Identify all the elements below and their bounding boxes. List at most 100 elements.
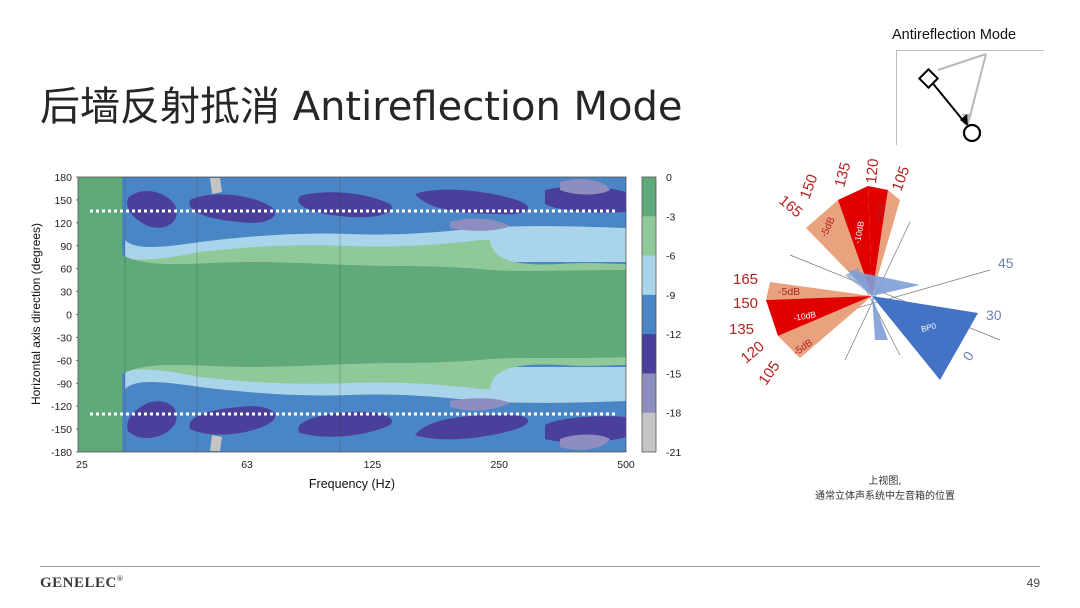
contour-blob-grey (560, 179, 610, 195)
y-tick-label: 150 (54, 195, 72, 207)
y-tick-label: 90 (60, 241, 72, 253)
wedge-label-minus10: -10dB (852, 220, 866, 244)
axis-label-0: 0 (959, 348, 977, 364)
reflection-path-line (937, 53, 987, 71)
wedge-label-minus5: -5dB (778, 286, 800, 298)
contour-lower-palegreen (122, 349, 626, 452)
brand-name: GENELEC (40, 575, 117, 591)
contour-blob-darkpurple (545, 186, 626, 213)
x-tick-label: 63 (241, 459, 253, 471)
wedge-upper-minus5-right (872, 190, 900, 296)
direction-label-135: 135 (729, 321, 754, 338)
colorbar-tick-label: 0 (666, 172, 672, 184)
heatmap: 180 150 120 90 60 30 0 -30 -60 -90 -120 -150 -180 25… (29, 172, 635, 491)
y-tick-label: -60 (57, 355, 72, 367)
colorbar-segment (642, 412, 656, 453)
colorbar-tick-label: -6 (666, 251, 675, 263)
contour-blob-darkpurple (189, 194, 276, 223)
wedge-label-minus10: -10dB (793, 309, 817, 323)
colorbar-tick-label: -15 (666, 368, 681, 380)
colorbar-segment (642, 334, 656, 374)
colorbar-segment (642, 294, 656, 335)
contour-upper-palegreen (122, 177, 626, 280)
y-tick-label: 0 (66, 310, 72, 322)
wedge-left-minus5-bottom (778, 296, 872, 358)
speaker-axis-line (929, 79, 967, 125)
x-tick-label: 250 (490, 459, 508, 471)
speaker-icon (917, 67, 940, 90)
direction-label-120: 120 (863, 158, 882, 184)
reflection-path-line (967, 53, 987, 125)
wedge-label-minus5: -5dB (874, 201, 889, 224)
contour-blob-grey (450, 218, 510, 231)
contour-upper-lightblue (125, 177, 626, 262)
contour-core-green (78, 177, 626, 452)
wedge-label-bp0: BP0 (920, 321, 937, 334)
colorbar-segment (642, 216, 656, 257)
y-tick-label: -120 (51, 401, 72, 413)
page-number: 49 (1026, 576, 1040, 590)
colorbar-tick-label: -18 (666, 408, 681, 420)
contour-blob-darkpurple (415, 189, 529, 215)
contour-blob-darkpurple (127, 190, 177, 228)
brand-registered-mark: ® (116, 574, 124, 583)
x-axis-label: Frequency (Hz) (309, 477, 395, 491)
brand-logo: GENELEC® (40, 574, 123, 592)
y-tick-label: 30 (60, 287, 72, 299)
axis-label-30: 30 (986, 307, 1002, 323)
wedge-upper-minus10-right (868, 186, 888, 296)
y-axis-label: Horizontal axis direction (degrees) (29, 223, 43, 405)
y-tick-label: -150 (51, 424, 72, 436)
x-tick-label: 25 (76, 459, 88, 471)
wedge-upper-minus10 (838, 186, 872, 296)
contour-blob-grey (560, 434, 610, 450)
y-tick-label: 60 (60, 264, 72, 276)
direction-label-150: 150 (733, 295, 758, 312)
x-tick-label: 125 (364, 459, 382, 471)
y-tick-label: -30 (57, 332, 72, 344)
slide-title: 后墙反射抵消 Antireflection Mode (40, 84, 683, 130)
colorbar-tick-label: -9 (666, 290, 675, 302)
inset-label: Antireflection Mode (892, 27, 1017, 43)
inset-divider-vertical (896, 50, 897, 145)
colorbar: 0 -3 -6 -9 -12 -15 -18 -21 (641, 172, 681, 459)
direction-label-150: 150 (797, 172, 822, 201)
colorbar-segment (642, 373, 656, 414)
colorbar-segment (642, 177, 656, 217)
contour-blob-darkpurple (298, 411, 392, 437)
axis-label-45: 45 (998, 255, 1014, 271)
colorbar-segment (642, 255, 656, 296)
direction-label-135: 135 (831, 160, 854, 189)
y-tick-label: 120 (54, 218, 72, 230)
inset-divider-horizontal (896, 50, 1044, 51)
colorbar-tick-label: -21 (666, 447, 681, 459)
colorbar-tick-label: -3 (666, 211, 675, 223)
colorbar-tick-label: -12 (666, 329, 681, 341)
wedge-left-minus10 (766, 296, 872, 336)
wedge-blue-small (845, 268, 872, 296)
direction-label-105: 105 (755, 358, 783, 388)
y-tick-label: -180 (51, 447, 72, 459)
contour-blob-grey (210, 178, 222, 194)
diagram-caption: 上视图, 通常立体声系统中左音箱的位置 (790, 474, 980, 504)
wedge-blue-30 (872, 296, 888, 340)
contour-blob-darkpurple (545, 416, 626, 443)
contour-blob-darkpurple (127, 401, 177, 439)
colorbar-border (641, 176, 657, 453)
direct-arrowhead (960, 114, 968, 126)
wedge-left-minus5-top (766, 282, 872, 300)
direction-label-120: 120 (738, 338, 768, 367)
contour-lower-lightblue (125, 367, 626, 452)
contour-blob-grey (450, 398, 510, 411)
caption-line: 通常立体声系统中左音箱的位置 (815, 491, 955, 502)
caption-line: 上视图, (868, 476, 902, 487)
direction-label-105: 105 (889, 164, 914, 193)
wedge-blue-bp0 (872, 296, 978, 380)
x-tick-label: 500 (617, 459, 635, 471)
polar-diagram: -5dB -10dB -5dB -5dB -10dB -5dB BP0 165 … (729, 158, 1014, 388)
inset-speaker-diagram (917, 53, 987, 143)
footer-divider (40, 566, 1040, 567)
listener-icon (962, 123, 982, 143)
direction-label-165: 165 (733, 271, 758, 288)
y-tick-label: -90 (57, 378, 72, 390)
